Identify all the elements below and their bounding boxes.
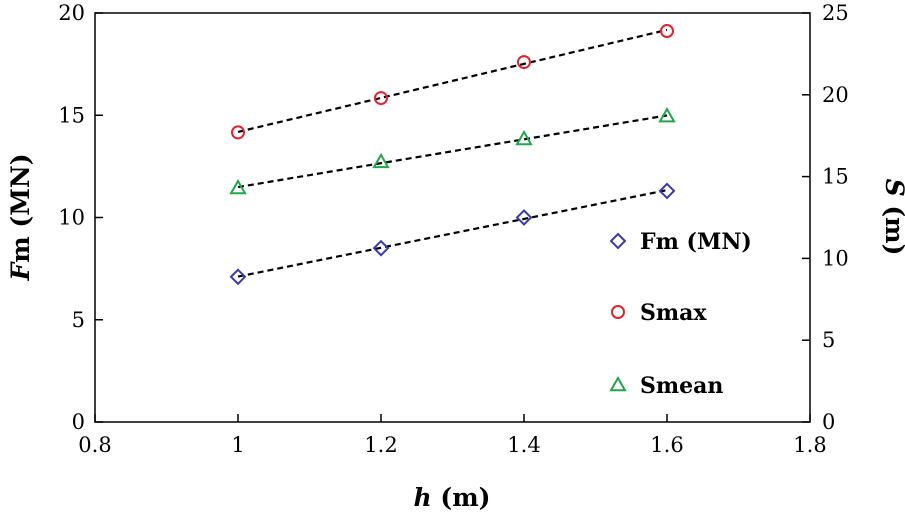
trendline-smean bbox=[237, 114, 668, 189]
y-right-tick-label: 25 bbox=[822, 1, 849, 25]
y-left-tick-label: 0 bbox=[72, 410, 85, 434]
trendline-smax bbox=[237, 28, 668, 134]
data-markers bbox=[229, 23, 676, 286]
x-tick-label: 1.2 bbox=[364, 433, 397, 457]
legend-marker-fm-mn bbox=[609, 232, 627, 250]
y-right-tick-label: 0 bbox=[822, 410, 835, 434]
marker-smax bbox=[660, 23, 674, 38]
marker-smax bbox=[517, 55, 531, 70]
marker-fm-mn bbox=[372, 239, 390, 257]
plot-frame bbox=[94, 12, 811, 423]
y-left-tick-label: 5 bbox=[72, 308, 85, 332]
x-tick-label: 1.4 bbox=[507, 433, 540, 457]
marker-fm-mn bbox=[229, 268, 247, 286]
y-right-tick-label: 20 bbox=[822, 83, 849, 107]
marker-smean bbox=[515, 129, 533, 146]
y-left-axis-ticks: 0 5 10 15 20 bbox=[58, 1, 103, 434]
x-tick-label: 1.8 bbox=[793, 433, 826, 457]
y-left-axis-title: Fm (MN) bbox=[6, 153, 35, 281]
legend-marker-smax bbox=[611, 305, 625, 319]
marker-smax bbox=[374, 91, 388, 106]
x-tick-label: 0.8 bbox=[78, 433, 111, 457]
y-left-tick-label: 15 bbox=[58, 103, 85, 127]
marker-smax bbox=[231, 125, 245, 140]
trendlines bbox=[237, 28, 668, 278]
marker-fm-mn bbox=[658, 182, 676, 200]
legend-label-smean: Smean bbox=[640, 373, 723, 399]
marker-smean bbox=[372, 152, 390, 169]
y-right-axis-ticks: 0 5 10 15 20 25 bbox=[802, 1, 849, 434]
x-axis-ticks: 0.8 1 1.2 1.4 1.6 1.8 bbox=[78, 414, 827, 457]
legend: Fm (MN) Smax Smean bbox=[609, 229, 752, 399]
y-right-axis-title: S (m) bbox=[880, 179, 905, 256]
marker-smean bbox=[229, 179, 247, 195]
x-tick-label: 1 bbox=[231, 433, 244, 457]
marker-fm-mn bbox=[515, 209, 533, 226]
y-left-tick-label: 20 bbox=[58, 1, 85, 25]
y-right-tick-label: 5 bbox=[822, 328, 835, 352]
x-tick-label: 1.6 bbox=[650, 433, 683, 457]
legend-marker-smean bbox=[609, 375, 627, 392]
x-axis-title: h (m) bbox=[413, 483, 490, 512]
y-right-tick-label: 15 bbox=[822, 165, 849, 189]
marker-smean bbox=[658, 107, 676, 123]
y-right-tick-label: 10 bbox=[822, 246, 849, 270]
legend-label-fm-mn: Fm (MN) bbox=[640, 229, 752, 255]
trendline-fm-mn bbox=[237, 189, 668, 278]
legend-label-smax: Smax bbox=[640, 300, 707, 326]
y-left-tick-label: 10 bbox=[58, 206, 85, 230]
